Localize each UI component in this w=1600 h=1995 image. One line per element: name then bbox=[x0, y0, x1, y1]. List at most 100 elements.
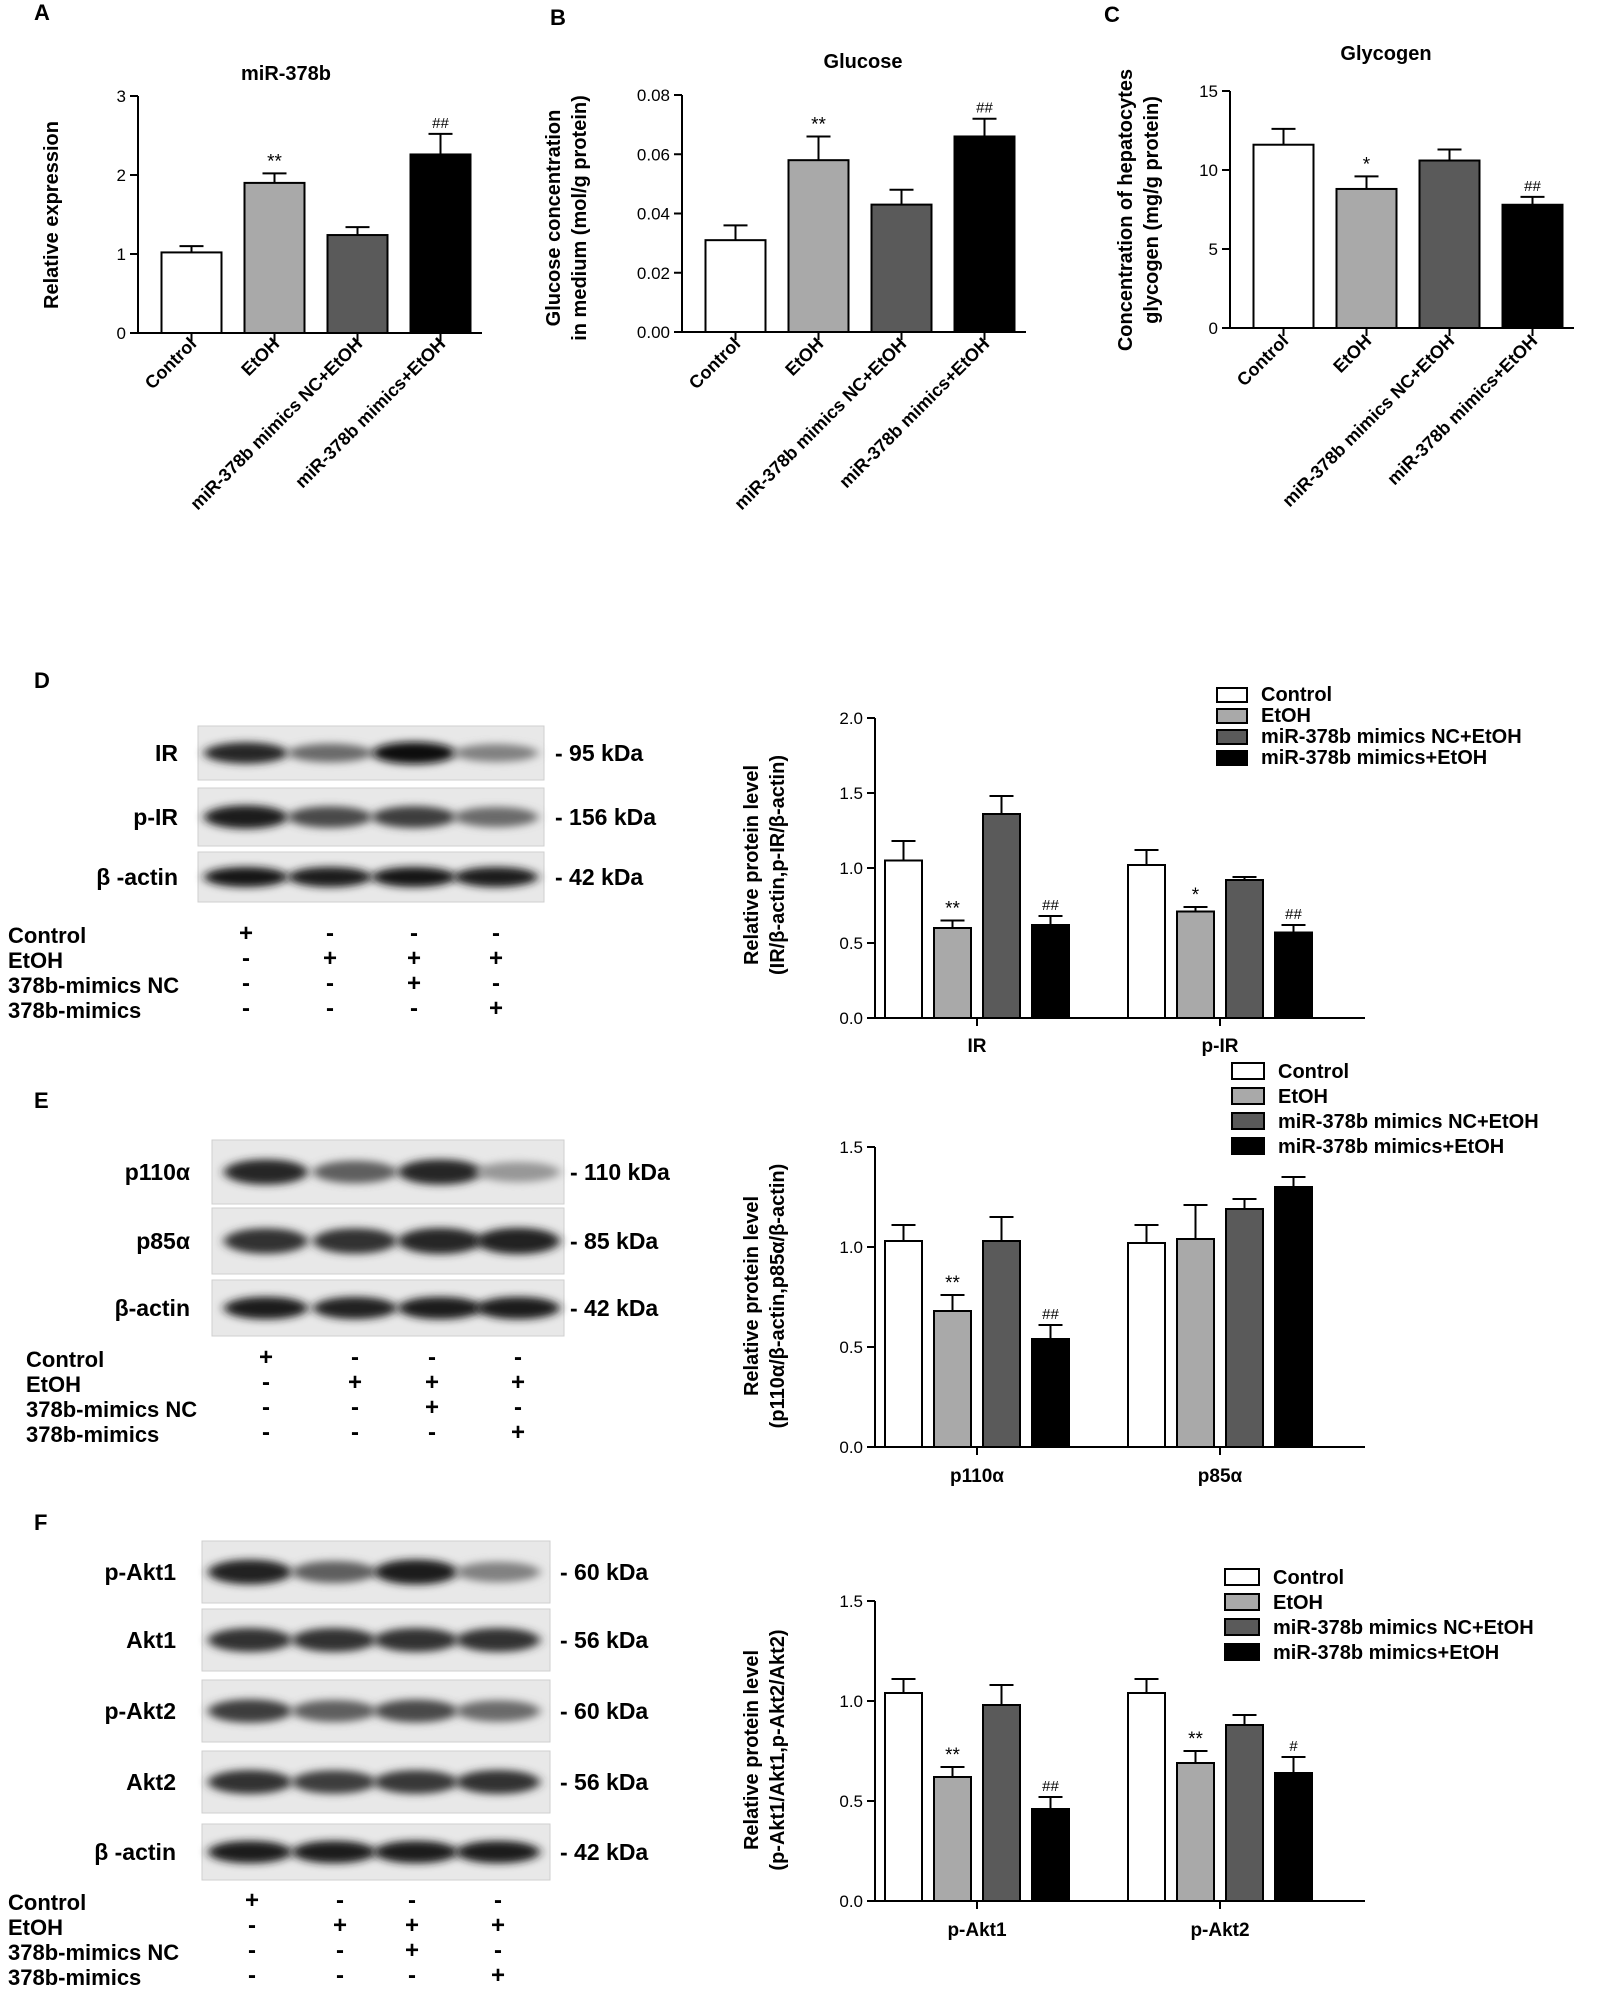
blot-band-e-1-2 bbox=[398, 1227, 482, 1255]
blot-kda-label-d-2: - 42 kDa bbox=[555, 864, 643, 890]
condition-sign-e-3-1: - bbox=[351, 1419, 359, 1446]
y-tick-label-d-2: 1.0 bbox=[839, 859, 863, 878]
blot-row-d-ir bbox=[197, 725, 545, 781]
chart-c-glycogen: 0 5 10 15 Glycogen Concentration of hepatocyt… bbox=[1115, 43, 1574, 511]
condition-sign-f-0-0: + bbox=[245, 1887, 259, 1914]
blot-row-f-akt1 bbox=[201, 1608, 551, 1672]
bar-d-ir-etoh bbox=[933, 927, 972, 1019]
blot-band-e-2-1 bbox=[313, 1296, 397, 1320]
significance-c-etoh: * bbox=[1363, 154, 1371, 175]
x-category-label-b-1: EtOH bbox=[781, 334, 827, 380]
panel-label-b: B bbox=[550, 5, 566, 30]
blot-row-f-p-akt1 bbox=[201, 1540, 551, 1604]
condition-sign-f-1-0: - bbox=[248, 1912, 256, 1939]
legend-swatch-f-0 bbox=[1224, 1568, 1260, 1586]
y-tick-label-b-1: 0.02 bbox=[637, 264, 670, 283]
condition-sign-d-2-0: - bbox=[242, 970, 250, 997]
y-axis-label-a: Relative expression bbox=[41, 121, 63, 309]
condition-sign-e-3-2: - bbox=[428, 1419, 436, 1446]
blot-kda-label-f-4: - 42 kDa bbox=[560, 1839, 648, 1865]
chart-a-mir-378b: 0 1 2 3 miR-378b Relative expression Control **… bbox=[41, 63, 482, 514]
blot-band-d-2-1 bbox=[288, 866, 372, 888]
condition-sign-d-1-2: + bbox=[407, 945, 421, 972]
y-tick-label-f-3: 1.5 bbox=[839, 1592, 863, 1611]
y-axis-label-e-2: (p110α/β-actin,p85α/β-actin) bbox=[767, 1164, 789, 1429]
condition-sign-d-0-2: - bbox=[410, 920, 418, 947]
chart-f-akt-protein: 0.0 0.5 1.0 1.5 Relative protein level (p-Akt… bbox=[741, 1567, 1534, 1941]
condition-sign-f-0-3: - bbox=[494, 1887, 502, 1914]
blot-band-d-1-1 bbox=[288, 806, 372, 828]
legend-swatch-e-3 bbox=[1231, 1137, 1265, 1155]
y-axis-label-f-2: (p-Akt1/Akt1,p-Akt2/Akt2) bbox=[767, 1629, 789, 1870]
condition-sign-d-2-1: - bbox=[326, 970, 334, 997]
significance-f-p-akt2-mir-378b-mimics-etoh: # bbox=[1289, 1738, 1298, 1755]
blot-band-d-0-1 bbox=[288, 743, 372, 763]
condition-sign-e-3-0: - bbox=[262, 1419, 270, 1446]
y-tick-label-e-0: 0.0 bbox=[839, 1438, 863, 1457]
panel-label-f: F bbox=[34, 1510, 47, 1535]
bar-e-p110-etoh bbox=[933, 1310, 972, 1448]
x-category-label-b-3: miR-378b mimics+EtOH bbox=[835, 334, 993, 492]
chart-title-a: miR-378b bbox=[241, 63, 331, 85]
blot-row-f-akt2 bbox=[201, 1750, 551, 1814]
bar-c-etoh bbox=[1335, 187, 1398, 329]
significance-d-p-ir-mir-378b-mimics-etoh: ## bbox=[1285, 906, 1302, 923]
y-tick-label-d-4: 2.0 bbox=[839, 709, 863, 728]
blot-band-e-0-3 bbox=[476, 1161, 560, 1183]
x-category-label-a-0: Control bbox=[141, 334, 200, 393]
blot-row-d-p-ir bbox=[197, 787, 545, 847]
blot-band-d-0-3 bbox=[454, 744, 538, 762]
y-tick-label-a-0: 0 bbox=[117, 324, 126, 343]
bar-f-p-akt1-control bbox=[884, 1692, 923, 1902]
panel-label-c: C bbox=[1104, 2, 1120, 27]
chart-b-glucose: 0.00 0.02 0.04 0.06 0.08 Glucose Glucose conce… bbox=[543, 51, 1026, 514]
bar-a-control bbox=[160, 251, 223, 334]
bar-e-p110-control bbox=[884, 1240, 923, 1448]
y-axis-label-c-1: Concentration of hepatocytes bbox=[1115, 69, 1137, 351]
chart-e-pi3k-protein: 0.0 0.5 1.0 1.5 Relative protein level (p110α… bbox=[741, 1061, 1539, 1487]
condition-label-e-1: EtOH bbox=[26, 1372, 81, 1397]
bar-e-p85-mir-378b-mimics-etoh bbox=[1274, 1186, 1313, 1448]
condition-label-e-2: 378b-mimics NC bbox=[26, 1397, 197, 1422]
bar-b-etoh bbox=[787, 159, 850, 333]
blot-band-f-1-3 bbox=[456, 1627, 540, 1653]
condition-sign-d-0-3: - bbox=[492, 920, 500, 947]
blot-band-f-2-1 bbox=[292, 1699, 376, 1723]
significance-e-p110-etoh: ** bbox=[945, 1273, 960, 1294]
condition-sign-e-2-2: + bbox=[425, 1394, 439, 1421]
legend-swatch-e-0 bbox=[1231, 1062, 1265, 1080]
bar-d-ir-control bbox=[884, 859, 923, 1019]
blot-row-f-actin bbox=[201, 1823, 551, 1881]
blot-band-f-3-1 bbox=[292, 1770, 376, 1794]
blot-band-f-0-3 bbox=[456, 1561, 540, 1583]
condition-label-f-3: 378b-mimics bbox=[8, 1965, 141, 1990]
blot-band-e-1-0 bbox=[224, 1228, 308, 1254]
x-category-label-e-0: p110α bbox=[950, 1466, 1004, 1487]
condition-sign-e-1-3: + bbox=[511, 1369, 525, 1396]
blot-band-f-3-2 bbox=[374, 1770, 458, 1794]
chart-title-c: Glycogen bbox=[1340, 43, 1431, 65]
y-tick-label-f-0: 0.0 bbox=[839, 1892, 863, 1911]
blot-band-e-1-3 bbox=[476, 1227, 560, 1255]
blot-kda-label-f-1: - 56 kDa bbox=[560, 1627, 648, 1653]
condition-sign-d-1-0: - bbox=[242, 945, 250, 972]
y-axis-label-b-2: in medium (mol/g protein) bbox=[569, 95, 591, 341]
legend-label-d-2: miR-378b mimics NC+EtOH bbox=[1261, 726, 1522, 748]
condition-sign-e-2-1: - bbox=[351, 1394, 359, 1421]
bar-d-p-ir-control bbox=[1127, 864, 1166, 1019]
y-tick-label-b-2: 0.04 bbox=[637, 205, 670, 224]
y-tick-label-c-2: 10 bbox=[1199, 161, 1218, 180]
bar-f-p-akt2-etoh bbox=[1176, 1762, 1215, 1902]
condition-label-d-0: Control bbox=[8, 923, 86, 948]
blot-band-e-2-2 bbox=[398, 1296, 482, 1320]
significance-f-p-akt1-etoh: ** bbox=[945, 1745, 960, 1766]
legend-label-e-2: miR-378b mimics NC+EtOH bbox=[1278, 1111, 1539, 1133]
legend-label-f-0: Control bbox=[1273, 1567, 1344, 1589]
y-tick-label-b-3: 0.06 bbox=[637, 145, 670, 164]
blot-row-e-p110 bbox=[211, 1139, 565, 1205]
x-category-label-b-0: Control bbox=[685, 334, 744, 393]
condition-sign-e-0-3: - bbox=[514, 1344, 522, 1371]
condition-label-e-0: Control bbox=[26, 1347, 104, 1372]
condition-sign-e-0-0: + bbox=[259, 1344, 273, 1371]
legend-label-f-3: miR-378b mimics+EtOH bbox=[1273, 1642, 1499, 1664]
